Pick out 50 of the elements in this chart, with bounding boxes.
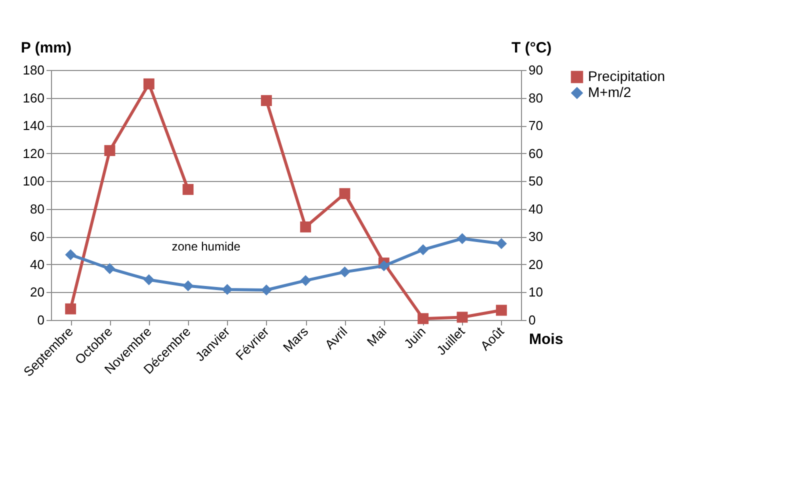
point (418, 313, 429, 324)
point (260, 284, 272, 296)
y2-tick-label: 0 (528, 312, 536, 328)
y-tick-label: 80 (30, 201, 44, 216)
y-axis-title: P (mm) (20, 40, 72, 56)
y2-tick-label: 80 (528, 90, 543, 106)
point (143, 274, 154, 286)
y-tick-label: 60 (30, 229, 44, 244)
point (418, 244, 429, 256)
point (182, 184, 194, 195)
point (339, 266, 350, 278)
point (260, 95, 272, 106)
x-tick-label: Mai (364, 324, 390, 350)
y2-tick-label: 30 (528, 229, 543, 244)
y2-axis-title: T (°C) (512, 40, 552, 56)
x-axis-title: Mois (529, 331, 564, 348)
y2-tick-label: 50 (528, 174, 543, 189)
y2-tick-label: 40 (528, 201, 543, 216)
y-tick-label: 140 (22, 118, 44, 134)
point (222, 284, 233, 295)
y-tick-label: 180 (22, 62, 44, 78)
y2-tick-label: 60 (528, 146, 543, 161)
y-tick-label: 0 (37, 312, 44, 328)
y2-tick-label: 70 (528, 118, 543, 134)
y-tick-label: 100 (22, 174, 44, 189)
point (104, 263, 116, 274)
point (378, 260, 390, 272)
y-tick-label: 40 (30, 256, 44, 272)
point (300, 275, 312, 286)
y-tick-label: 120 (22, 146, 44, 161)
y-tick-label: 20 (30, 284, 44, 300)
point (104, 145, 116, 156)
point (65, 303, 76, 314)
point (496, 304, 507, 316)
legend-label: M+m/2 (588, 84, 632, 100)
point (496, 238, 507, 250)
point (65, 249, 76, 260)
point (456, 312, 468, 323)
point (182, 280, 194, 292)
point (143, 78, 154, 90)
y-tick-label: 160 (22, 90, 44, 106)
point (300, 221, 312, 232)
y2-tick-label: 20 (528, 256, 543, 272)
point (339, 188, 350, 200)
x-tick-label: Juin (401, 324, 429, 352)
y2-tick-label: 10 (528, 284, 543, 300)
annotation: zone humide (172, 239, 241, 254)
y2-tick-label: 90 (528, 62, 543, 78)
point (456, 233, 468, 244)
legend-label: Precipitation (588, 68, 666, 84)
